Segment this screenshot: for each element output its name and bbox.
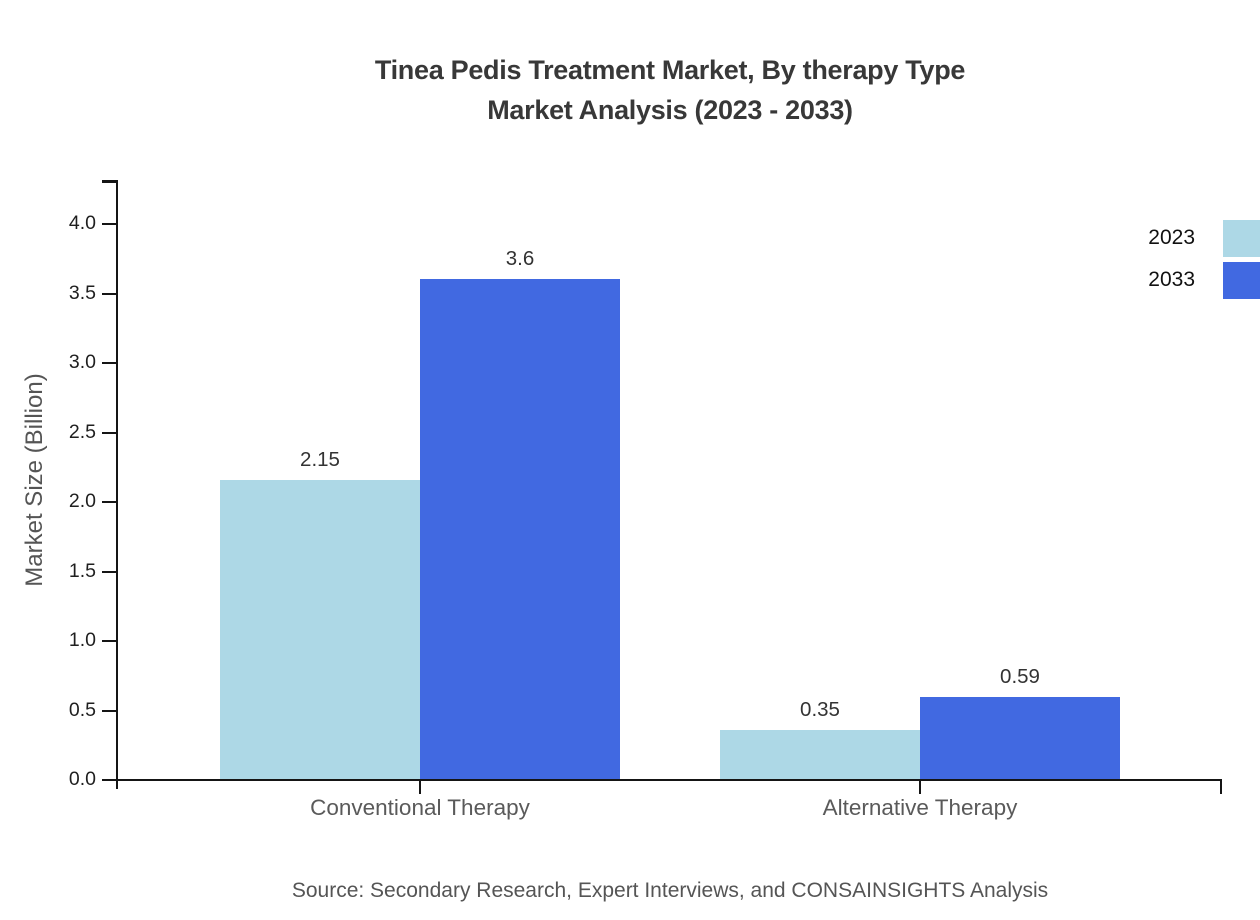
y-tick bbox=[101, 778, 116, 782]
chart-title-line1: Tinea Pedis Treatment Market, By therapy… bbox=[374, 55, 966, 85]
y-tick bbox=[101, 570, 116, 574]
legend-swatch-2033 bbox=[1223, 261, 1260, 299]
y-tick-label: 3.5 bbox=[68, 282, 96, 304]
y-tick-label: 1.0 bbox=[68, 629, 96, 651]
y-tick-label: 0.0 bbox=[68, 768, 96, 790]
x-tick bbox=[418, 781, 422, 794]
bar-2033-1 bbox=[920, 697, 1120, 779]
legend-label-2033: 2033 bbox=[1148, 268, 1195, 291]
y-tick-label: 2.0 bbox=[68, 490, 96, 512]
legend: 2023 2033 bbox=[1148, 218, 1260, 302]
x-category-label: Alternative Therapy bbox=[822, 795, 1018, 820]
y-tick-label: 1.5 bbox=[68, 560, 96, 582]
y-axis-line bbox=[115, 180, 118, 789]
chart-title: Tinea Pedis Treatment Market, By therapy… bbox=[80, 50, 1260, 130]
bar-2023-1 bbox=[720, 730, 920, 779]
y-tick bbox=[101, 292, 116, 296]
x-axis-right-cap bbox=[1219, 778, 1222, 794]
bar-2033-0 bbox=[420, 279, 620, 779]
source-note: Source: Secondary Research, Expert Inter… bbox=[291, 879, 1049, 902]
legend-swatch-2023 bbox=[1223, 219, 1260, 257]
y-tick bbox=[101, 639, 116, 643]
x-axis-line bbox=[115, 778, 1222, 781]
y-tick bbox=[101, 500, 116, 504]
bar-value-label: 0.59 bbox=[1000, 665, 1040, 688]
bar-2023-0 bbox=[220, 480, 420, 779]
y-tick bbox=[101, 431, 116, 435]
y-tick-label: 2.5 bbox=[68, 421, 96, 443]
y-tick bbox=[101, 222, 116, 226]
chart-title-line2: Market Analysis (2023 - 2033) bbox=[487, 95, 853, 125]
x-tick bbox=[918, 781, 922, 794]
bar-value-label: 2.15 bbox=[300, 448, 340, 471]
y-tick bbox=[101, 361, 116, 365]
y-tick-label: 4.0 bbox=[68, 212, 96, 234]
y-axis-top-cap bbox=[101, 180, 116, 183]
legend-item-2023: 2023 bbox=[1148, 218, 1260, 258]
bar-value-label: 3.6 bbox=[505, 247, 535, 270]
x-category-label: Conventional Therapy bbox=[310, 795, 530, 820]
legend-item-2033: 2033 bbox=[1148, 260, 1260, 300]
y-tick-label: 0.5 bbox=[68, 699, 96, 721]
y-tick-label: 3.0 bbox=[68, 351, 96, 373]
legend-label-2023: 2023 bbox=[1148, 226, 1195, 249]
bar-value-label: 0.35 bbox=[800, 698, 840, 721]
y-tick bbox=[101, 709, 116, 713]
